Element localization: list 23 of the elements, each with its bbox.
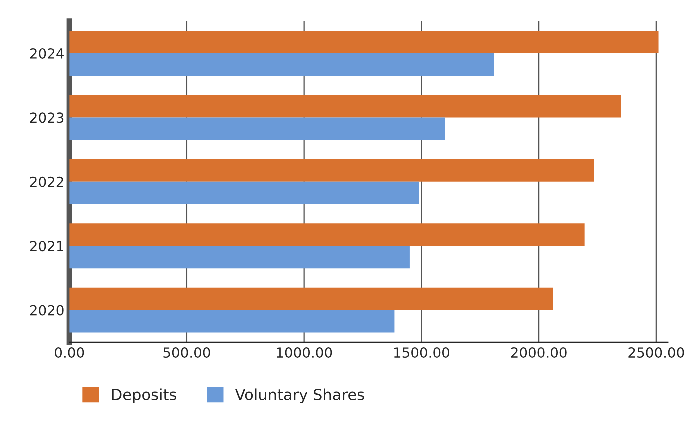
y-tick-label: 2023 — [30, 112, 64, 124]
bar — [70, 182, 420, 204]
legend-label: Voluntary Shares — [235, 388, 364, 404]
bar — [70, 159, 594, 182]
legend-label: Deposits — [112, 388, 176, 404]
x-tick-label: 2000.00 — [511, 348, 567, 358]
x-tick-label: 500.00 — [164, 348, 210, 358]
x-tick-label: 0.00 — [55, 348, 84, 358]
x-tick-label: 1500.00 — [394, 348, 450, 358]
bar — [70, 31, 659, 54]
y-tick-label: 2024 — [30, 48, 64, 59]
bar — [70, 310, 395, 333]
bar — [70, 246, 410, 269]
x-tick-label: 1000.00 — [277, 348, 332, 358]
y-tick-label: 2021 — [30, 241, 64, 252]
bar — [70, 54, 494, 76]
y-tick-label: 2020 — [30, 305, 64, 316]
x-tick-label: 2500.00 — [628, 348, 684, 358]
bar — [70, 224, 585, 246]
y-tick-label: 2022 — [30, 176, 64, 188]
bar — [70, 118, 446, 140]
bar — [70, 288, 554, 310]
bar — [70, 95, 622, 118]
